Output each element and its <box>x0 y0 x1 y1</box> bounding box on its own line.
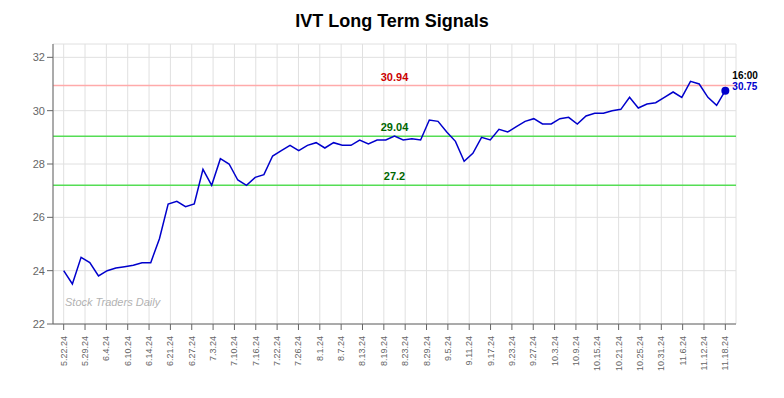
svg-text:9.5.24: 9.5.24 <box>443 336 453 361</box>
svg-text:5.22.24: 5.22.24 <box>59 336 69 366</box>
svg-text:8.1.24: 8.1.24 <box>315 336 325 361</box>
svg-text:11.6.24: 11.6.24 <box>678 336 688 365</box>
svg-text:7.26.24: 7.26.24 <box>293 336 303 366</box>
svg-text:10.21.24: 10.21.24 <box>614 336 624 371</box>
svg-text:7.16.24: 7.16.24 <box>251 336 261 366</box>
svg-text:7.22.24: 7.22.24 <box>272 336 282 366</box>
svg-text:26: 26 <box>33 211 45 223</box>
svg-text:9.11.24: 9.11.24 <box>464 336 474 365</box>
svg-text:29.04: 29.04 <box>381 121 409 133</box>
svg-text:9.23.24: 9.23.24 <box>507 336 517 366</box>
html-text:IVT Long Term Signals: IVT Long Term Signals <box>295 11 489 31</box>
svg-text:10.15.24: 10.15.24 <box>592 336 602 371</box>
svg-text:27.2: 27.2 <box>384 170 405 182</box>
html-text:Stock Traders Daily: Stock Traders Daily <box>65 296 161 308</box>
svg-text:22: 22 <box>33 318 45 330</box>
svg-text:10.3.24: 10.3.24 <box>550 336 560 366</box>
svg-text:8.23.24: 8.23.24 <box>400 336 410 366</box>
svg-text:6.10.24: 6.10.24 <box>123 336 133 366</box>
svg-text:5.29.24: 5.29.24 <box>80 336 90 366</box>
svg-text:16:00: 16:00 <box>732 70 758 81</box>
svg-text:24: 24 <box>33 265 45 277</box>
svg-text:8.19.24: 8.19.24 <box>379 336 389 366</box>
svg-text:8.29.24: 8.29.24 <box>422 336 432 366</box>
svg-text:9.17.24: 9.17.24 <box>486 336 496 366</box>
svg-text:10.31.24: 10.31.24 <box>656 336 666 371</box>
svg-text:7.10.24: 7.10.24 <box>229 336 239 366</box>
svg-text:30: 30 <box>33 105 45 117</box>
svg-text:6.4.24: 6.4.24 <box>101 336 111 361</box>
svg-text:11.18.24: 11.18.24 <box>720 336 730 370</box>
svg-text:28: 28 <box>33 158 45 170</box>
svg-text:11.12.24: 11.12.24 <box>699 336 709 370</box>
svg-text:30.75: 30.75 <box>732 81 757 92</box>
svg-text:10.25.24: 10.25.24 <box>635 336 645 371</box>
svg-text:7.3.24: 7.3.24 <box>208 336 218 361</box>
svg-text:6.27.24: 6.27.24 <box>187 336 197 366</box>
svg-text:32: 32 <box>33 51 45 63</box>
svg-text:9.27.24: 9.27.24 <box>528 336 538 366</box>
svg-text:8.7.24: 8.7.24 <box>336 336 346 361</box>
svg-text:8.13.24: 8.13.24 <box>357 336 367 366</box>
svg-text:6.21.24: 6.21.24 <box>165 336 175 366</box>
svg-text:6.14.24: 6.14.24 <box>144 336 154 366</box>
svg-text:30.94: 30.94 <box>381 71 409 83</box>
svg-text:10.9.24: 10.9.24 <box>571 336 581 366</box>
